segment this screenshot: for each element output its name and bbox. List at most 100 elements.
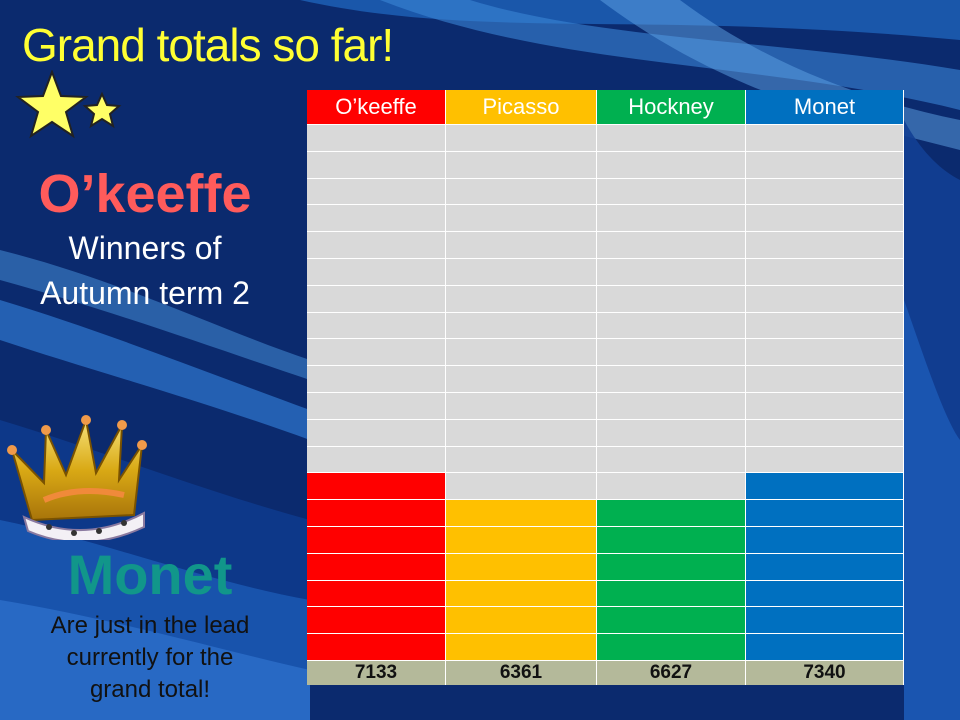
house-column: Monet 7340 bbox=[746, 90, 904, 685]
empty-bar-cell bbox=[597, 419, 745, 446]
filled-bar-cell bbox=[746, 633, 903, 660]
star-icon bbox=[15, 70, 122, 139]
empty-bar-cell bbox=[307, 419, 445, 446]
empty-bar-cell bbox=[446, 285, 596, 312]
leader-note: Are just in the lead currently for the g… bbox=[0, 610, 300, 706]
empty-bar-cell bbox=[746, 365, 903, 392]
filled-bar-cell bbox=[307, 553, 445, 580]
house-bar bbox=[446, 124, 596, 660]
empty-bar-cell bbox=[446, 312, 596, 338]
empty-bar-cell bbox=[746, 231, 903, 258]
house-total: 6361 bbox=[446, 660, 596, 685]
empty-bar-cell bbox=[446, 231, 596, 258]
empty-bar-cell bbox=[307, 285, 445, 312]
empty-bar-cell bbox=[446, 419, 596, 446]
filled-bar-cell bbox=[446, 553, 596, 580]
empty-bar-cell bbox=[597, 392, 745, 419]
filled-bar-cell bbox=[746, 526, 903, 553]
empty-bar-cell bbox=[597, 472, 745, 499]
filled-bar-cell bbox=[446, 633, 596, 660]
empty-bar-cell bbox=[446, 446, 596, 472]
empty-bar-cell bbox=[746, 178, 903, 204]
empty-bar-cell bbox=[446, 124, 596, 151]
filled-bar-cell bbox=[446, 606, 596, 633]
empty-bar-cell bbox=[307, 178, 445, 204]
empty-bar-cell bbox=[446, 365, 596, 392]
filled-bar-cell bbox=[597, 499, 745, 526]
house-total: 7133 bbox=[307, 660, 445, 685]
empty-bar-cell bbox=[597, 285, 745, 312]
leader-note-line-3: grand total! bbox=[89, 676, 211, 703]
empty-bar-cell bbox=[746, 124, 903, 151]
filled-bar-cell bbox=[307, 472, 445, 499]
filled-bar-cell bbox=[446, 499, 596, 526]
empty-bar-cell bbox=[307, 365, 445, 392]
filled-bar-cell bbox=[307, 499, 445, 526]
filled-bar-cell bbox=[746, 553, 903, 580]
house-total: 6627 bbox=[597, 660, 745, 685]
house-header: O’keeffe bbox=[307, 90, 445, 124]
house-column: Picasso 6361 bbox=[446, 90, 597, 685]
filled-bar-cell bbox=[307, 526, 445, 553]
filled-bar-cell bbox=[597, 580, 745, 606]
empty-bar-cell bbox=[597, 365, 745, 392]
filled-bar-cell bbox=[307, 633, 445, 660]
house-header: Monet bbox=[746, 90, 903, 124]
empty-bar-cell bbox=[446, 392, 596, 419]
empty-bar-cell bbox=[307, 392, 445, 419]
empty-bar-cell bbox=[746, 419, 903, 446]
empty-bar-cell bbox=[446, 472, 596, 499]
empty-bar-cell bbox=[746, 338, 903, 365]
filled-bar-cell bbox=[307, 606, 445, 633]
house-column: Hockney 6627 bbox=[597, 90, 746, 685]
house-header: Hockney bbox=[597, 90, 745, 124]
empty-bar-cell bbox=[307, 312, 445, 338]
empty-bar-cell bbox=[446, 204, 596, 231]
filled-bar-cell bbox=[746, 472, 903, 499]
filled-bar-cell bbox=[746, 499, 903, 526]
leader-note-line-1: Are just in the lead bbox=[50, 612, 250, 639]
empty-bar-cell bbox=[597, 231, 745, 258]
filled-bar-cell bbox=[597, 553, 745, 580]
empty-bar-cell bbox=[597, 178, 745, 204]
empty-bar-cell bbox=[746, 446, 903, 472]
filled-bar-cell bbox=[446, 526, 596, 553]
empty-bar-cell bbox=[746, 392, 903, 419]
filled-bar-cell bbox=[597, 526, 745, 553]
house-header: Picasso bbox=[446, 90, 596, 124]
empty-bar-cell bbox=[446, 151, 596, 178]
empty-bar-cell bbox=[746, 285, 903, 312]
empty-bar-cell bbox=[307, 231, 445, 258]
empty-bar-cell bbox=[307, 204, 445, 231]
house-bar bbox=[597, 124, 745, 660]
house-total: 7340 bbox=[746, 660, 903, 685]
filled-bar-cell bbox=[597, 633, 745, 660]
empty-bar-cell bbox=[597, 258, 745, 285]
empty-bar-cell bbox=[446, 178, 596, 204]
empty-bar-cell bbox=[307, 338, 445, 365]
empty-bar-cell bbox=[597, 312, 745, 338]
filled-bar-cell bbox=[597, 606, 745, 633]
filled-bar-cell bbox=[446, 580, 596, 606]
empty-bar-cell bbox=[307, 446, 445, 472]
empty-bar-cell bbox=[746, 258, 903, 285]
empty-bar-cell bbox=[597, 151, 745, 178]
winner-caption-line-2: Autumn term 2 bbox=[40, 275, 250, 311]
filled-bar-cell bbox=[746, 580, 903, 606]
empty-bar-cell bbox=[597, 446, 745, 472]
empty-bar-cell bbox=[746, 312, 903, 338]
leader-note-line-2: currently for the bbox=[66, 644, 234, 671]
filled-bar-cell bbox=[746, 606, 903, 633]
empty-bar-cell bbox=[746, 204, 903, 231]
empty-bar-cell bbox=[446, 338, 596, 365]
empty-bar-cell bbox=[307, 151, 445, 178]
crown-icon bbox=[7, 415, 147, 540]
empty-bar-cell bbox=[307, 124, 445, 151]
empty-bar-cell bbox=[446, 258, 596, 285]
slide-title: Grand totals so far! bbox=[22, 19, 394, 71]
filled-bar-cell bbox=[307, 580, 445, 606]
house-column: O’keeffe 7133 bbox=[307, 90, 446, 685]
winner-caption-line-1: Winners of bbox=[68, 230, 222, 266]
empty-bar-cell bbox=[597, 204, 745, 231]
house-bar bbox=[307, 124, 445, 660]
